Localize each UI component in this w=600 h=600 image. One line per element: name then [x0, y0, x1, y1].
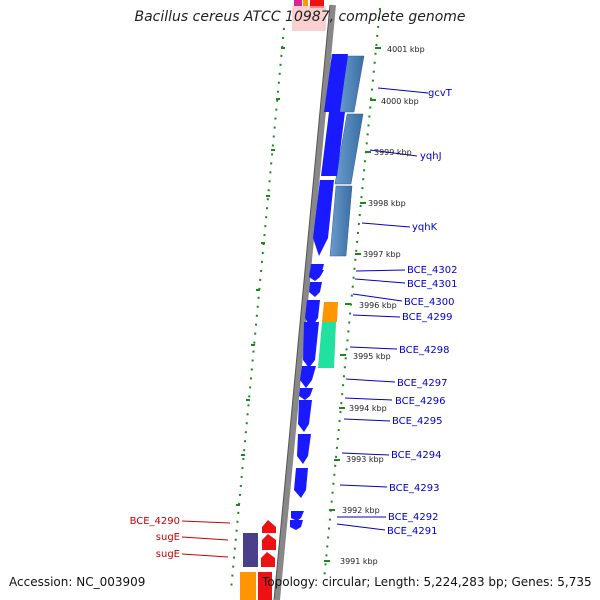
- kbp-label: 3996 kbp: [359, 301, 397, 310]
- feature-track-colored: [318, 302, 338, 368]
- gene-label-sugE-1[interactable]: sugE: [156, 532, 180, 543]
- gene-arrow-yqhJ[interactable]: [321, 112, 345, 176]
- gene-label-BCE_4300[interactable]: BCE_4300: [404, 297, 454, 308]
- gene-arrow-BCE_4295[interactable]: [298, 400, 312, 432]
- gene-label-sugE-2[interactable]: sugE: [156, 549, 180, 560]
- gene-label-BCE_4299[interactable]: BCE_4299: [402, 312, 452, 323]
- gene-arrow-BCE_4291[interactable]: [290, 520, 303, 530]
- gene-arrow-BCE_4294[interactable]: [297, 434, 311, 464]
- gene-arrow-BCE_4299[interactable]: [305, 300, 320, 328]
- gene-label-BCE_4301[interactable]: BCE_4301: [407, 279, 457, 290]
- feature-block-teal[interactable]: [318, 322, 336, 368]
- kbp-label: 3994 kbp: [349, 404, 387, 413]
- kbp-label: 3999 kbp: [374, 148, 412, 157]
- kbp-label: 3993 kbp: [346, 455, 384, 464]
- gene-arrow-BCE_4292[interactable]: [291, 511, 304, 521]
- gene-block-orange-bottom[interactable]: [240, 572, 256, 600]
- kbp-label: 3995 kbp: [353, 352, 391, 361]
- gene-label-BCE_4294[interactable]: BCE_4294: [391, 450, 441, 461]
- kbp-labels: 4001 kbp 4000 kbp 3999 kbp 3998 kbp 3997…: [340, 45, 425, 566]
- gene-arrow-sugE-1[interactable]: [262, 534, 276, 550]
- kbp-label: 4000 kbp: [381, 97, 419, 106]
- backbone-line: [274, 4, 336, 600]
- gene-label-BCE_4297[interactable]: BCE_4297: [397, 378, 447, 389]
- accession-text: Accession: NC_003909: [9, 575, 146, 589]
- outer-tick-line: [323, 7, 381, 581]
- gene-label-BCE_4298[interactable]: BCE_4298: [399, 345, 449, 356]
- gene-arrow-sugE-top[interactable]: [262, 520, 276, 533]
- left-gene-labels: BCE_4290 sugE sugE: [130, 516, 180, 560]
- gene-arrow-BCE_4296[interactable]: [299, 388, 313, 400]
- kbp-major-ticks: [324, 47, 381, 562]
- gene-label-yqhJ[interactable]: yqhJ: [420, 151, 442, 162]
- reverse-cds-track: [240, 520, 276, 600]
- gene-label-BCE_4302[interactable]: BCE_4302: [407, 265, 457, 276]
- gene-label-BCE_4295[interactable]: BCE_4295: [392, 416, 442, 427]
- genome-stats-text: Topology: circular; Length: 5,224,283 bp…: [262, 575, 592, 589]
- inner-ring-ticks: [236, 47, 285, 506]
- right-gene-labels: gcvT yqhJ yqhK BCE_4302 BCE_4301 BCE_430…: [387, 88, 457, 537]
- gene-block-red-bottom[interactable]: [258, 572, 272, 600]
- genome-backbone: [273, 4, 336, 600]
- gene-arrow-BCE_4298[interactable]: [303, 322, 319, 368]
- feature-block-yqhJ[interactable]: [334, 113, 364, 185]
- kbp-label: 3992 kbp: [342, 506, 380, 515]
- gene-label-BCE_4293[interactable]: BCE_4293: [389, 483, 439, 494]
- gene-arrow-yqhK[interactable]: [313, 180, 334, 256]
- outer-tick-ruler: [323, 7, 381, 581]
- feature-block-orange[interactable]: [322, 302, 338, 322]
- forward-cds-track: [290, 54, 348, 530]
- gene-label-BCE_4296[interactable]: BCE_4296: [395, 396, 445, 407]
- gene-block-BCE_4290[interactable]: [243, 533, 258, 567]
- gene-label-BCE_4292[interactable]: BCE_4292: [388, 512, 438, 523]
- gene-label-yqhK[interactable]: yqhK: [412, 222, 438, 233]
- gene-arrow-BCE_4301-a[interactable]: [309, 270, 324, 281]
- feature-block-yqhK[interactable]: [329, 185, 353, 257]
- gene-arrow-gcvT[interactable]: [324, 54, 348, 112]
- gene-label-BCE_4291[interactable]: BCE_4291: [387, 526, 437, 537]
- kbp-label: 3991 kbp: [340, 557, 378, 566]
- gene-arrow-BCE_4297[interactable]: [300, 366, 316, 388]
- top-partial-features: [292, 0, 326, 31]
- gene-arrow-BCE_4301[interactable]: [309, 282, 322, 297]
- gene-arrow-sugE-2[interactable]: [261, 552, 275, 567]
- gene-arrow-BCE_4293[interactable]: [294, 468, 308, 498]
- kbp-label: 4001 kbp: [387, 45, 425, 54]
- gene-label-gcvT[interactable]: gcvT: [428, 88, 453, 99]
- gene-label-BCE_4290[interactable]: BCE_4290: [130, 516, 180, 527]
- kbp-label: 3998 kbp: [368, 199, 406, 208]
- right-callout-lines: [336, 87, 429, 531]
- left-callout-lines: [181, 520, 231, 558]
- kbp-label: 3997 kbp: [363, 250, 401, 259]
- genome-title: Bacillus cereus ATCC 10987, complete gen…: [134, 9, 466, 25]
- feature-track: [329, 55, 365, 257]
